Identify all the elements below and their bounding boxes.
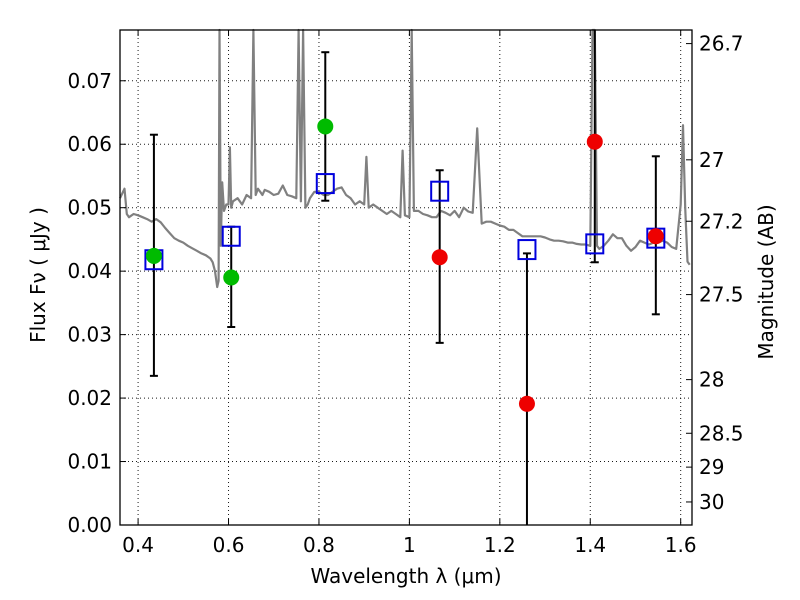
plot-background: [120, 30, 692, 525]
magnitude-tick-label: 30: [699, 490, 724, 514]
y-axis-label: Flux Fν ( μJy ): [26, 207, 50, 343]
observed-point: [145, 247, 162, 264]
observed-point: [586, 133, 603, 150]
y-tick-label: 0.03: [67, 323, 112, 347]
x-tick-label: 1: [403, 533, 416, 557]
magnitude-tick-label: 28.5: [699, 421, 744, 445]
y-tick-label: 0.00: [67, 513, 112, 537]
x-tick-labels: 0.4 0.6 0.8 1 1.2 1.4 1.6: [122, 533, 696, 557]
model-photometry-square: [430, 180, 450, 202]
observed-point: [223, 269, 240, 286]
x-tick-label: 0.8: [303, 533, 335, 557]
y-tick-label: 0.04: [67, 259, 112, 283]
magnitude-tick-label: 26.7: [699, 32, 744, 56]
x-tick-label: 1.2: [484, 533, 516, 557]
observed-point: [431, 249, 448, 266]
plot-frame: [119, 29, 693, 526]
model-photometry-square: [585, 233, 605, 255]
magnitude-tick-label: 28: [699, 368, 724, 392]
magnitude-tick-label: 27.5: [699, 283, 744, 307]
y-tick-label: 0.06: [67, 132, 112, 156]
model-photometry-group: [144, 173, 666, 271]
y-tick-labels: 0.00 0.01 0.02 0.03 0.04 0.05 0.06 0.07: [67, 69, 112, 537]
y-tick-label: 0.02: [67, 386, 112, 410]
tick-marks: [120, 30, 692, 526]
x-axis-label: Wavelength λ (μm): [310, 564, 501, 588]
model-photometry-square: [315, 173, 335, 195]
x-tick-label: 0.4: [122, 533, 154, 557]
magnitude-tick-labels: 26.7 27 27.2 27.5 28 28.5 29 30: [699, 32, 744, 514]
observed-point: [647, 228, 664, 245]
model-photometry-square: [517, 239, 537, 261]
x-tick-label: 1.6: [665, 533, 697, 557]
y-axis-right-label: Magnitude (AB): [754, 204, 778, 359]
y-tick-label: 0.05: [67, 196, 112, 220]
observed-point: [518, 395, 535, 412]
observed-point: [317, 118, 334, 135]
x-tick-label: 0.6: [213, 533, 245, 557]
magnitude-tick-label: 27: [699, 148, 724, 172]
x-tick-label: 1.4: [574, 533, 606, 557]
y-tick-label: 0.07: [67, 69, 112, 93]
y-tick-label: 0.01: [67, 450, 112, 474]
observed-points-group: [145, 118, 664, 412]
magnitude-tick-label: 27.2: [699, 209, 744, 233]
model-photometry-square: [221, 225, 241, 247]
magnitude-tick-label: 29: [699, 455, 724, 479]
